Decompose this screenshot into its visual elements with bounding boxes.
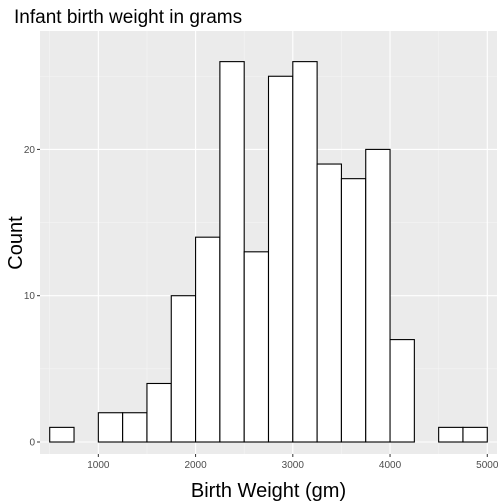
histogram-bars	[49, 61, 488, 443]
histogram-bar	[316, 163, 342, 443]
y-axis-ticks: 0 10 20	[24, 145, 40, 449]
y-tick-label: 10	[24, 291, 36, 302]
histogram-bar	[146, 382, 172, 443]
x-axis-title: Birth Weight (gm)	[191, 480, 346, 502]
x-tick-label: 3000	[282, 460, 305, 471]
histogram-bar	[365, 148, 391, 443]
histogram-bar	[195, 236, 221, 443]
x-axis-ticks: 1000 2000 3000 4000 5000	[87, 454, 499, 471]
histogram-bar	[219, 61, 245, 443]
histogram-bar	[462, 426, 488, 443]
histogram-bar	[389, 339, 415, 443]
histogram-bar	[292, 61, 318, 443]
histogram-bar	[49, 426, 75, 443]
y-tick-label: 20	[24, 145, 36, 156]
histogram-bar	[438, 426, 464, 443]
x-tick-label: 4000	[379, 460, 402, 471]
histogram-bar	[243, 251, 270, 443]
chart-title: Infant birth weight in grams	[14, 7, 242, 28]
histogram-bar	[267, 75, 294, 443]
x-tick-label: 5000	[476, 460, 499, 471]
x-tick-label: 2000	[184, 460, 207, 471]
histogram-bar	[97, 412, 124, 443]
y-tick-label: 0	[29, 438, 35, 449]
x-tick-label: 1000	[87, 460, 110, 471]
histogram-bar	[122, 412, 148, 443]
histogram-bar	[170, 295, 197, 443]
y-axis-title: Count	[5, 216, 27, 270]
histogram-bar	[340, 178, 367, 443]
